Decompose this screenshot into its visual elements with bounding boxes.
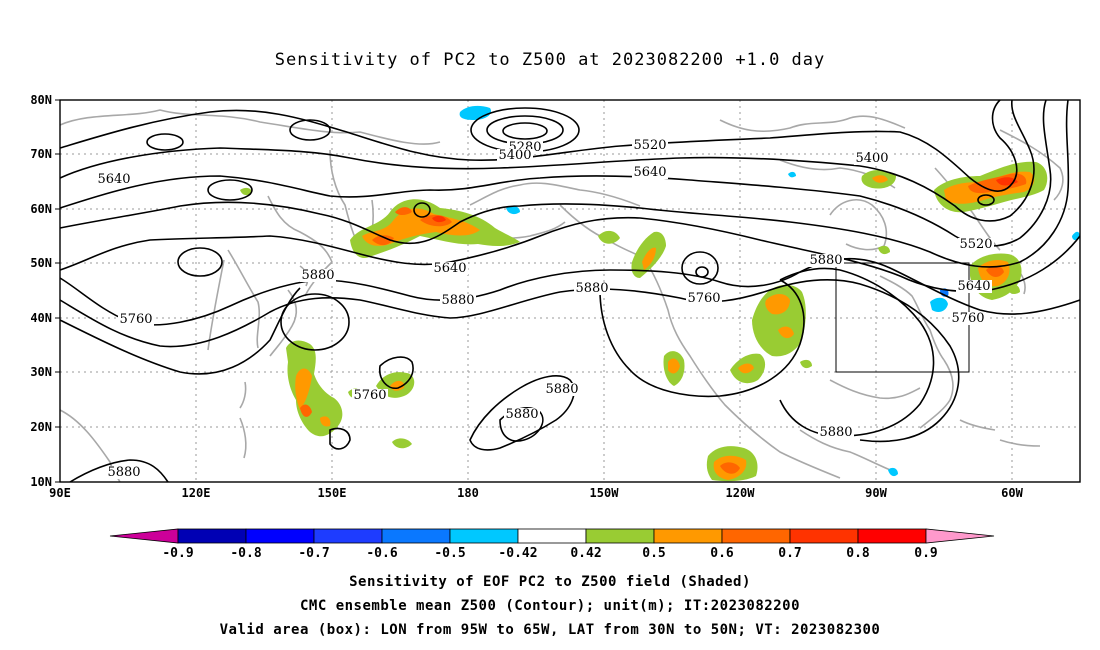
graticule (60, 100, 1080, 482)
lon-label: 150E (318, 486, 347, 500)
contour-label: 5520 (633, 138, 666, 153)
footer-line-3: Valid area (box): LON from 95W to 65W, L… (219, 622, 881, 638)
lat-label: 70N (30, 147, 52, 161)
contour-label-bg (950, 312, 986, 325)
footer-line-2: CMC ensemble mean Z500 (Contour); unit(m… (299, 598, 800, 614)
lon-label: 120W (726, 486, 756, 500)
contour-label: 5760 (951, 311, 984, 326)
colorbar-label: 0.42 (570, 546, 601, 561)
contour-label-bg (958, 238, 994, 251)
lon-label: 120E (182, 486, 211, 500)
contour-label: 5880 (107, 465, 140, 480)
contour-label-bg (632, 139, 668, 152)
z500-contours (59, 99, 1081, 483)
contour-label: 5640 (433, 261, 466, 276)
contour-label: 5880 (809, 253, 842, 268)
contour-label-bg (574, 282, 610, 295)
contour-label-bg (300, 269, 336, 282)
contour-label: 5760 (687, 291, 720, 306)
contour-label-bg (818, 426, 854, 439)
colorbar-label: 0.7 (778, 546, 801, 561)
colorbar-label: -0.42 (498, 546, 537, 561)
contour-label-bg (956, 280, 992, 293)
colorbar-segment (517, 528, 587, 544)
contour-label: 5880 (545, 382, 578, 397)
colorbar-segment (177, 528, 247, 544)
colorbar-segment (381, 528, 451, 544)
map-title: Sensitivity of PC2 to Z500 at 2023082200… (274, 50, 826, 70)
colorbar-left-arrow (109, 528, 179, 544)
contour-label: 5880 (441, 293, 474, 308)
contour-label: 5760 (353, 388, 386, 403)
contour-label: 5640 (97, 172, 130, 187)
colorbar-segment (721, 528, 791, 544)
contour-labels: 5280540055205640540056405520564056405760… (96, 138, 994, 480)
latitude-labels: 80N 70N 60N 50N 40N 30N 20N 10N (30, 93, 60, 489)
colorbar-label: -0.5 (434, 546, 465, 561)
lat-label: 40N (30, 311, 52, 325)
lon-label: 90W (865, 486, 887, 500)
contour-label: 5640 (633, 165, 666, 180)
contour-label-bg (497, 149, 533, 162)
colorbar-right-arrow (925, 528, 995, 544)
lon-label: 150W (590, 486, 620, 500)
lon-label: 60W (1001, 486, 1023, 500)
contour-label-bg (106, 466, 142, 479)
longitude-labels: 90E 120E 150E 180 150W 120W 90W 60W (49, 486, 1023, 500)
contour-label: 5760 (119, 312, 152, 327)
colorbar-label: -0.9 (162, 546, 193, 561)
lat-label: 10N (30, 475, 52, 489)
map-panel: 5280540055205640540056405520564056405760… (59, 99, 1081, 483)
contour-label-bg (504, 408, 540, 421)
lat-label: 30N (30, 365, 52, 379)
contour-label-bg (854, 152, 890, 165)
colorbar: -0.9 -0.8 -0.7 -0.6 -0.5 -0.42 0.42 0.5 0.6 0.7 0.… (109, 528, 995, 561)
shaded-sensitivity (240, 105, 1080, 482)
contour-label: 5400 (855, 151, 888, 166)
colorbar-label: -0.7 (298, 546, 329, 561)
footer-line-1: Sensitivity of EOF PC2 to Z500 field (Sh… (349, 574, 751, 590)
contour-label-bg (96, 173, 132, 186)
contour-label-bg (440, 294, 476, 307)
colorbar-segment (653, 528, 723, 544)
contour-label-bg (118, 313, 154, 326)
colorbar-segment (857, 528, 927, 544)
colorbar-segment (449, 528, 519, 544)
colorbar-segment (585, 528, 655, 544)
contour-label: 5880 (301, 268, 334, 283)
lat-label: 60N (30, 202, 52, 216)
contour-label-bg (352, 389, 388, 402)
colorbar-label: 0.5 (642, 546, 665, 561)
colorbar-segment (789, 528, 859, 544)
lat-label: 50N (30, 256, 52, 270)
colorbar-label: -0.8 (230, 546, 261, 561)
contour-label-bg (686, 292, 722, 305)
contour-label: 5640 (957, 279, 990, 294)
colorbar-label: 0.9 (914, 546, 937, 561)
colorbar-label: -0.6 (366, 546, 397, 561)
colorbar-label: 0.8 (846, 546, 870, 561)
contour-label-bg (544, 383, 580, 396)
contour-label-bg (432, 262, 468, 275)
contour-label: 5400 (498, 148, 531, 163)
contour-label-bg (808, 254, 844, 267)
contour-label: 5880 (575, 281, 608, 296)
contour-label: 5880 (505, 407, 538, 422)
colorbar-label: 0.6 (710, 546, 734, 561)
colorbar-segment (245, 528, 315, 544)
lat-label: 80N (30, 93, 52, 107)
lon-label: 180 (457, 486, 479, 500)
colorbar-segment (313, 528, 383, 544)
contour-label: 5520 (959, 237, 992, 252)
contour-label-bg (632, 166, 668, 179)
lat-label: 20N (30, 420, 52, 434)
lon-label: 90E (49, 486, 71, 500)
contour-label: 5880 (819, 425, 852, 440)
